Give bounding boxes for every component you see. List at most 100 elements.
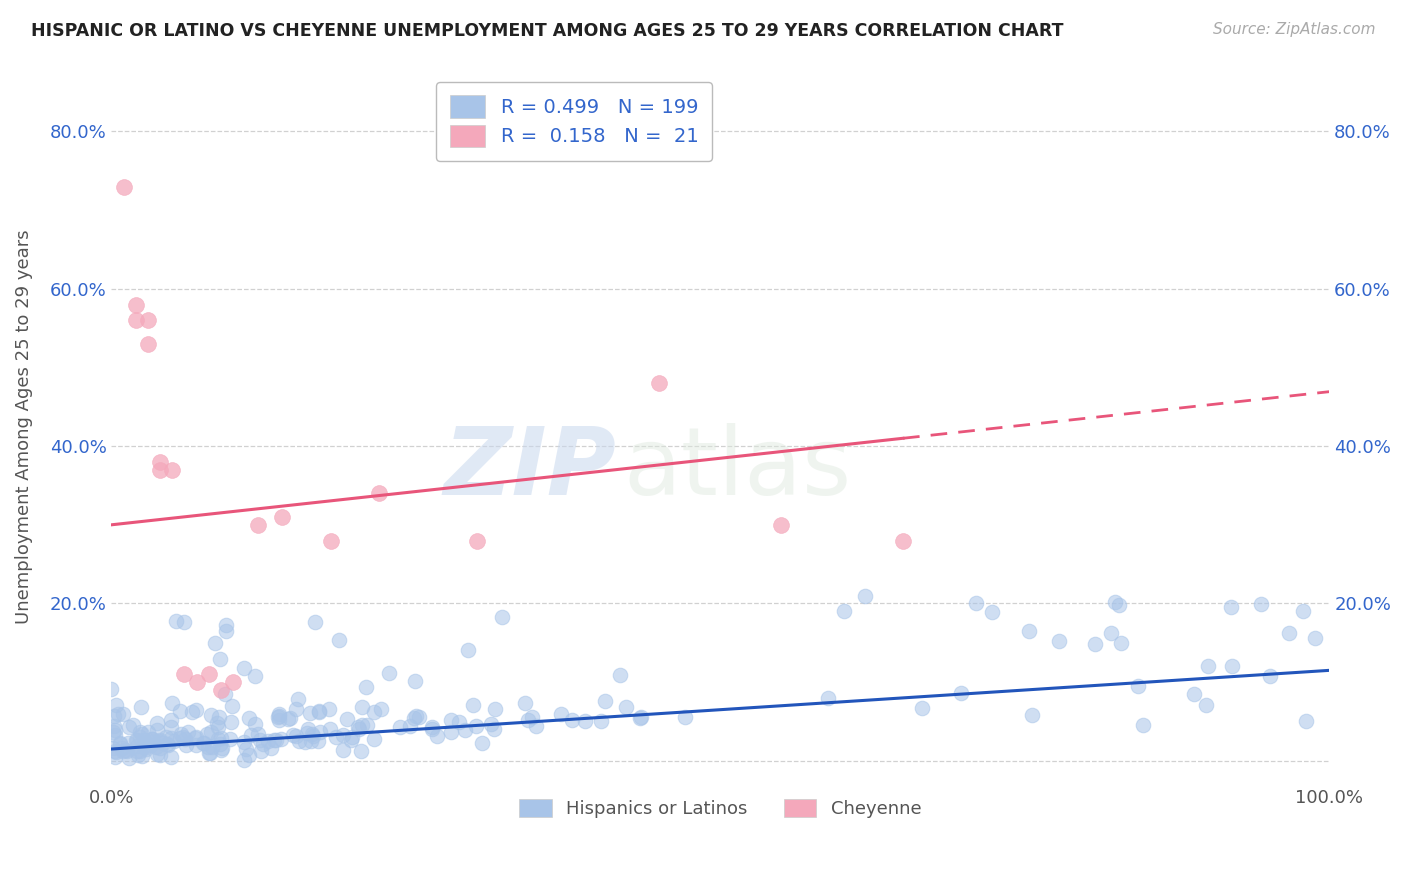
Point	[100, 681, 122, 696]
Point	[238, 711, 260, 725]
Text: HISPANIC OR LATINO VS CHEYENNE UNEMPLOYMENT AMONG AGES 25 TO 29 YEARS CORRELATIO: HISPANIC OR LATINO VS CHEYENNE UNEMPLOYM…	[31, 22, 1063, 40]
Point	[233, 661, 256, 675]
Point	[156, 737, 179, 751]
Point	[1018, 624, 1040, 638]
Point	[125, 733, 148, 747]
Point	[208, 737, 231, 751]
Point	[146, 716, 169, 731]
Point	[156, 738, 179, 752]
Point	[484, 702, 506, 716]
Point	[160, 713, 183, 727]
Point	[117, 736, 139, 750]
Point	[214, 687, 236, 701]
Point	[284, 729, 307, 743]
Point	[267, 708, 290, 723]
Point	[191, 736, 214, 750]
Point	[304, 615, 326, 629]
Point	[139, 738, 162, 752]
Point	[208, 651, 231, 665]
Point	[221, 715, 243, 730]
Point	[299, 734, 322, 748]
Point	[127, 748, 149, 763]
Point	[111, 740, 134, 755]
Point	[104, 744, 127, 758]
Point	[249, 732, 271, 747]
Point	[389, 720, 412, 734]
Point	[1104, 595, 1126, 609]
Point	[377, 666, 399, 681]
Point	[107, 706, 129, 721]
Point	[949, 686, 972, 700]
Point	[103, 719, 125, 733]
Point	[104, 728, 127, 742]
Point	[332, 743, 354, 757]
Point	[628, 711, 651, 725]
Point	[832, 604, 855, 618]
Point	[267, 713, 290, 727]
Point	[1195, 698, 1218, 713]
Point	[173, 667, 195, 681]
Point	[301, 727, 323, 741]
Point	[673, 710, 696, 724]
Point	[404, 711, 426, 725]
Point	[298, 706, 321, 721]
Point	[135, 742, 157, 756]
Point	[108, 736, 131, 750]
Point	[259, 741, 281, 756]
Point	[356, 717, 378, 731]
Point	[125, 733, 148, 747]
Point	[233, 753, 256, 767]
Point	[141, 732, 163, 747]
Point	[440, 725, 463, 739]
Point	[550, 706, 572, 721]
Point	[271, 510, 294, 524]
Point	[145, 739, 167, 754]
Point	[457, 643, 479, 657]
Point	[520, 709, 543, 723]
Point	[350, 700, 373, 714]
Text: Source: ZipAtlas.com: Source: ZipAtlas.com	[1212, 22, 1375, 37]
Point	[211, 740, 233, 755]
Point	[297, 722, 319, 736]
Point	[243, 669, 266, 683]
Point	[129, 744, 152, 758]
Point	[149, 741, 172, 756]
Point	[172, 730, 194, 744]
Point	[339, 732, 361, 747]
Point	[209, 683, 232, 698]
Point	[184, 703, 207, 717]
Point	[117, 744, 139, 758]
Point	[965, 596, 987, 610]
Point	[295, 726, 318, 740]
Point	[648, 376, 671, 391]
Point	[609, 668, 631, 682]
Point	[591, 714, 613, 728]
Point	[221, 699, 243, 714]
Point	[134, 739, 156, 753]
Text: atlas: atlas	[623, 424, 851, 516]
Point	[118, 751, 141, 765]
Point	[193, 736, 215, 750]
Point	[479, 717, 502, 731]
Point	[1182, 687, 1205, 701]
Point	[160, 731, 183, 746]
Point	[195, 726, 218, 740]
Point	[1305, 632, 1327, 646]
Point	[614, 700, 637, 714]
Point	[235, 741, 257, 756]
Point	[287, 692, 309, 706]
Point	[159, 720, 181, 734]
Point	[104, 698, 127, 712]
Point	[165, 614, 187, 628]
Point	[146, 747, 169, 761]
Point	[174, 732, 197, 747]
Point	[252, 737, 274, 751]
Point	[239, 728, 262, 742]
Point	[426, 729, 449, 743]
Point	[465, 719, 488, 733]
Point	[1108, 598, 1130, 612]
Point	[332, 728, 354, 742]
Point	[125, 744, 148, 758]
Point	[1084, 637, 1107, 651]
Point	[204, 636, 226, 650]
